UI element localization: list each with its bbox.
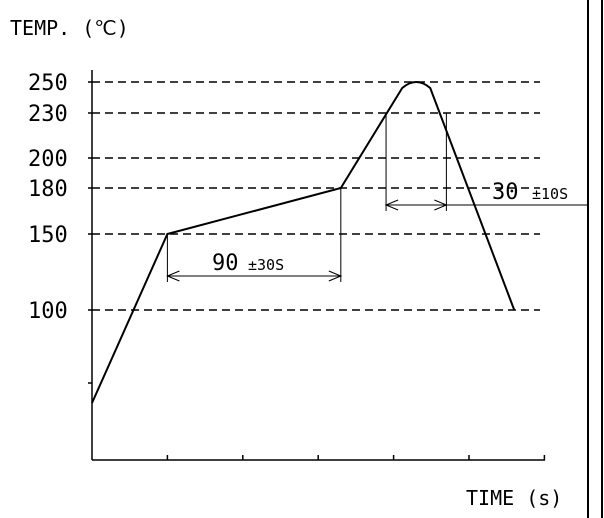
arrowhead [384, 199, 399, 211]
arrowhead [434, 199, 448, 211]
temperature-profile-line [91, 81, 516, 404]
tolerance-label: ±10S [532, 185, 568, 203]
duration-label: 90 [212, 251, 239, 276]
duration-annotations: 90 ±30S 30 ±10S [166, 113, 588, 282]
y-axis-label: TEMP. (℃) [10, 16, 129, 40]
y-tick-label: 200 [28, 147, 68, 172]
y-tick-label: 100 [28, 299, 68, 324]
reference-lines [88, 81, 540, 384]
y-tick-label: 230 [28, 102, 68, 127]
arrowhead [328, 270, 343, 282]
y-tick-label: 250 [28, 71, 68, 96]
tolerance-label: ±30S [248, 256, 284, 274]
x-axis-label: TIME (s) [466, 486, 562, 510]
x-axis-ticks [166, 455, 546, 460]
y-tick-labels: 250 230 200 180 150 100 [28, 71, 68, 324]
y-tick-label: 180 [28, 177, 68, 202]
arrowhead [166, 270, 180, 282]
y-tick-label: 150 [28, 223, 68, 248]
duration-label: 30 [492, 180, 519, 205]
